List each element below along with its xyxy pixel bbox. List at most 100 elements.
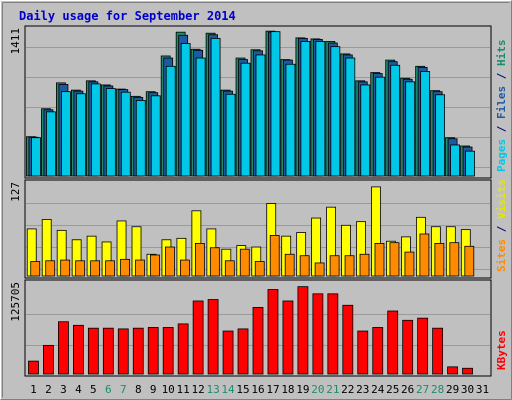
bar-sites-18 [284, 253, 295, 277]
x-tick-label-23: 23 [356, 383, 369, 396]
legend-top-part-0: Pages [495, 139, 508, 172]
bar-kbytes-3 [58, 321, 69, 375]
chart-title: Daily usage for September 2014 [19, 9, 236, 23]
bar-sites-13 [209, 247, 220, 277]
series-kbytes [28, 286, 473, 375]
x-tick-label-5: 5 [90, 383, 97, 396]
x-tick-label-31: 31 [476, 383, 489, 396]
bar-sites-26 [404, 251, 415, 277]
bar-sites-27 [419, 233, 430, 277]
bar-sites-7 [120, 258, 130, 277]
panel-middle: 127 Sites / Visits [9, 179, 508, 279]
bar-pages-6 [105, 88, 116, 177]
bar-kbytes-11 [177, 323, 189, 375]
bar-pages-4 [75, 93, 86, 177]
bar-kbytes-5 [87, 327, 99, 375]
bar-pages-15 [240, 62, 251, 177]
bar-kbytes-24 [372, 327, 384, 375]
bar-pages-27 [420, 71, 431, 177]
bar-pages-10 [165, 65, 176, 177]
x-tick-label-6: 6 [105, 383, 112, 396]
bar-pages-16 [255, 54, 266, 177]
bar-kbytes-22 [342, 304, 354, 375]
bar-pages-26 [405, 81, 416, 177]
bar-sites-21 [329, 255, 340, 277]
legend-middle-part-2: Visits [495, 179, 508, 219]
bar-pages-13 [210, 37, 221, 177]
panel-bottom: 125705 KBytes [9, 279, 508, 377]
bar-kbytes-13 [207, 299, 219, 375]
panel-top: 1411 Pages / Files / Hits [9, 25, 508, 179]
bar-pages-18 [285, 63, 296, 177]
bar-sites-2 [45, 260, 56, 277]
bar-kbytes-26 [402, 319, 414, 375]
bar-sites-11 [180, 259, 190, 277]
bar-kbytes-1 [28, 360, 39, 375]
bar-pages-12 [195, 57, 206, 177]
x-tick-label-19: 19 [296, 383, 309, 396]
legend-top-part-3: / [495, 66, 508, 86]
bar-kbytes-6 [102, 327, 114, 375]
x-tick-label-7: 7 [120, 383, 127, 396]
x-tick-label-17: 17 [266, 383, 279, 396]
bar-kbytes-2 [43, 344, 54, 375]
series-pages [31, 31, 475, 177]
chart-panels: 1411 Pages / Files / Hits 127 Sites / Visit… [9, 25, 508, 377]
bar-pages-28 [435, 94, 446, 177]
bar-sites-4 [75, 260, 86, 277]
bar-kbytes-12 [192, 300, 204, 375]
bar-pages-17 [270, 31, 281, 177]
bar-sites-8 [135, 259, 145, 277]
x-tick-label-8: 8 [135, 383, 142, 396]
x-tick-label-12: 12 [192, 383, 205, 396]
bar-sites-16 [254, 261, 265, 277]
bar-pages-2 [46, 111, 56, 177]
legend-top-part-1: / [495, 119, 508, 139]
legend-bottom: KBytes [495, 330, 508, 370]
bar-sites-25 [389, 242, 400, 277]
x-tick-label-18: 18 [281, 383, 294, 396]
bar-pages-14 [225, 93, 236, 177]
bar-kbytes-15 [237, 328, 249, 375]
y-max-label-middle: 127 [9, 182, 22, 202]
x-tick-label-2: 2 [45, 383, 52, 396]
bar-kbytes-30 [462, 367, 473, 375]
legend-top: Pages / Files / Hits [495, 40, 508, 173]
x-tick-label-14: 14 [221, 383, 235, 396]
bar-kbytes-4 [72, 324, 84, 375]
bar-kbytes-8 [132, 327, 144, 375]
bar-pages-19 [300, 41, 311, 177]
bar-kbytes-16 [252, 307, 264, 375]
legend-bottom-part-0: KBytes [495, 330, 508, 370]
bar-pages-20 [315, 41, 326, 177]
legend-top-part-2: Files [495, 86, 508, 119]
x-tick-label-15: 15 [236, 383, 249, 396]
bar-pages-29 [450, 144, 460, 177]
x-tick-label-24: 24 [371, 383, 385, 396]
x-tick-label-9: 9 [150, 383, 157, 396]
bar-pages-21 [330, 46, 341, 177]
bar-pages-7 [120, 91, 131, 177]
legend-middle: Sites / Visits [495, 179, 508, 272]
bar-pages-9 [150, 95, 161, 177]
bar-pages-11 [180, 43, 191, 177]
bar-sites-19 [299, 255, 310, 277]
bar-sites-10 [165, 246, 175, 277]
bar-sites-6 [105, 260, 115, 277]
bar-sites-23 [359, 253, 370, 277]
bar-sites-15 [239, 248, 250, 277]
bar-sites-9 [150, 254, 160, 277]
bar-kbytes-29 [447, 366, 458, 375]
bar-kbytes-20 [312, 293, 324, 375]
bar-sites-28 [434, 242, 445, 277]
bar-kbytes-25 [387, 310, 399, 375]
bar-kbytes-28 [432, 327, 444, 375]
legend-top-part-4: Hits [495, 40, 508, 67]
bar-pages-1 [31, 137, 41, 177]
bar-sites-14 [224, 260, 235, 277]
x-tick-label-10: 10 [162, 383, 175, 396]
bar-kbytes-21 [327, 293, 339, 375]
series-sites [30, 233, 475, 277]
bar-kbytes-27 [417, 317, 429, 375]
